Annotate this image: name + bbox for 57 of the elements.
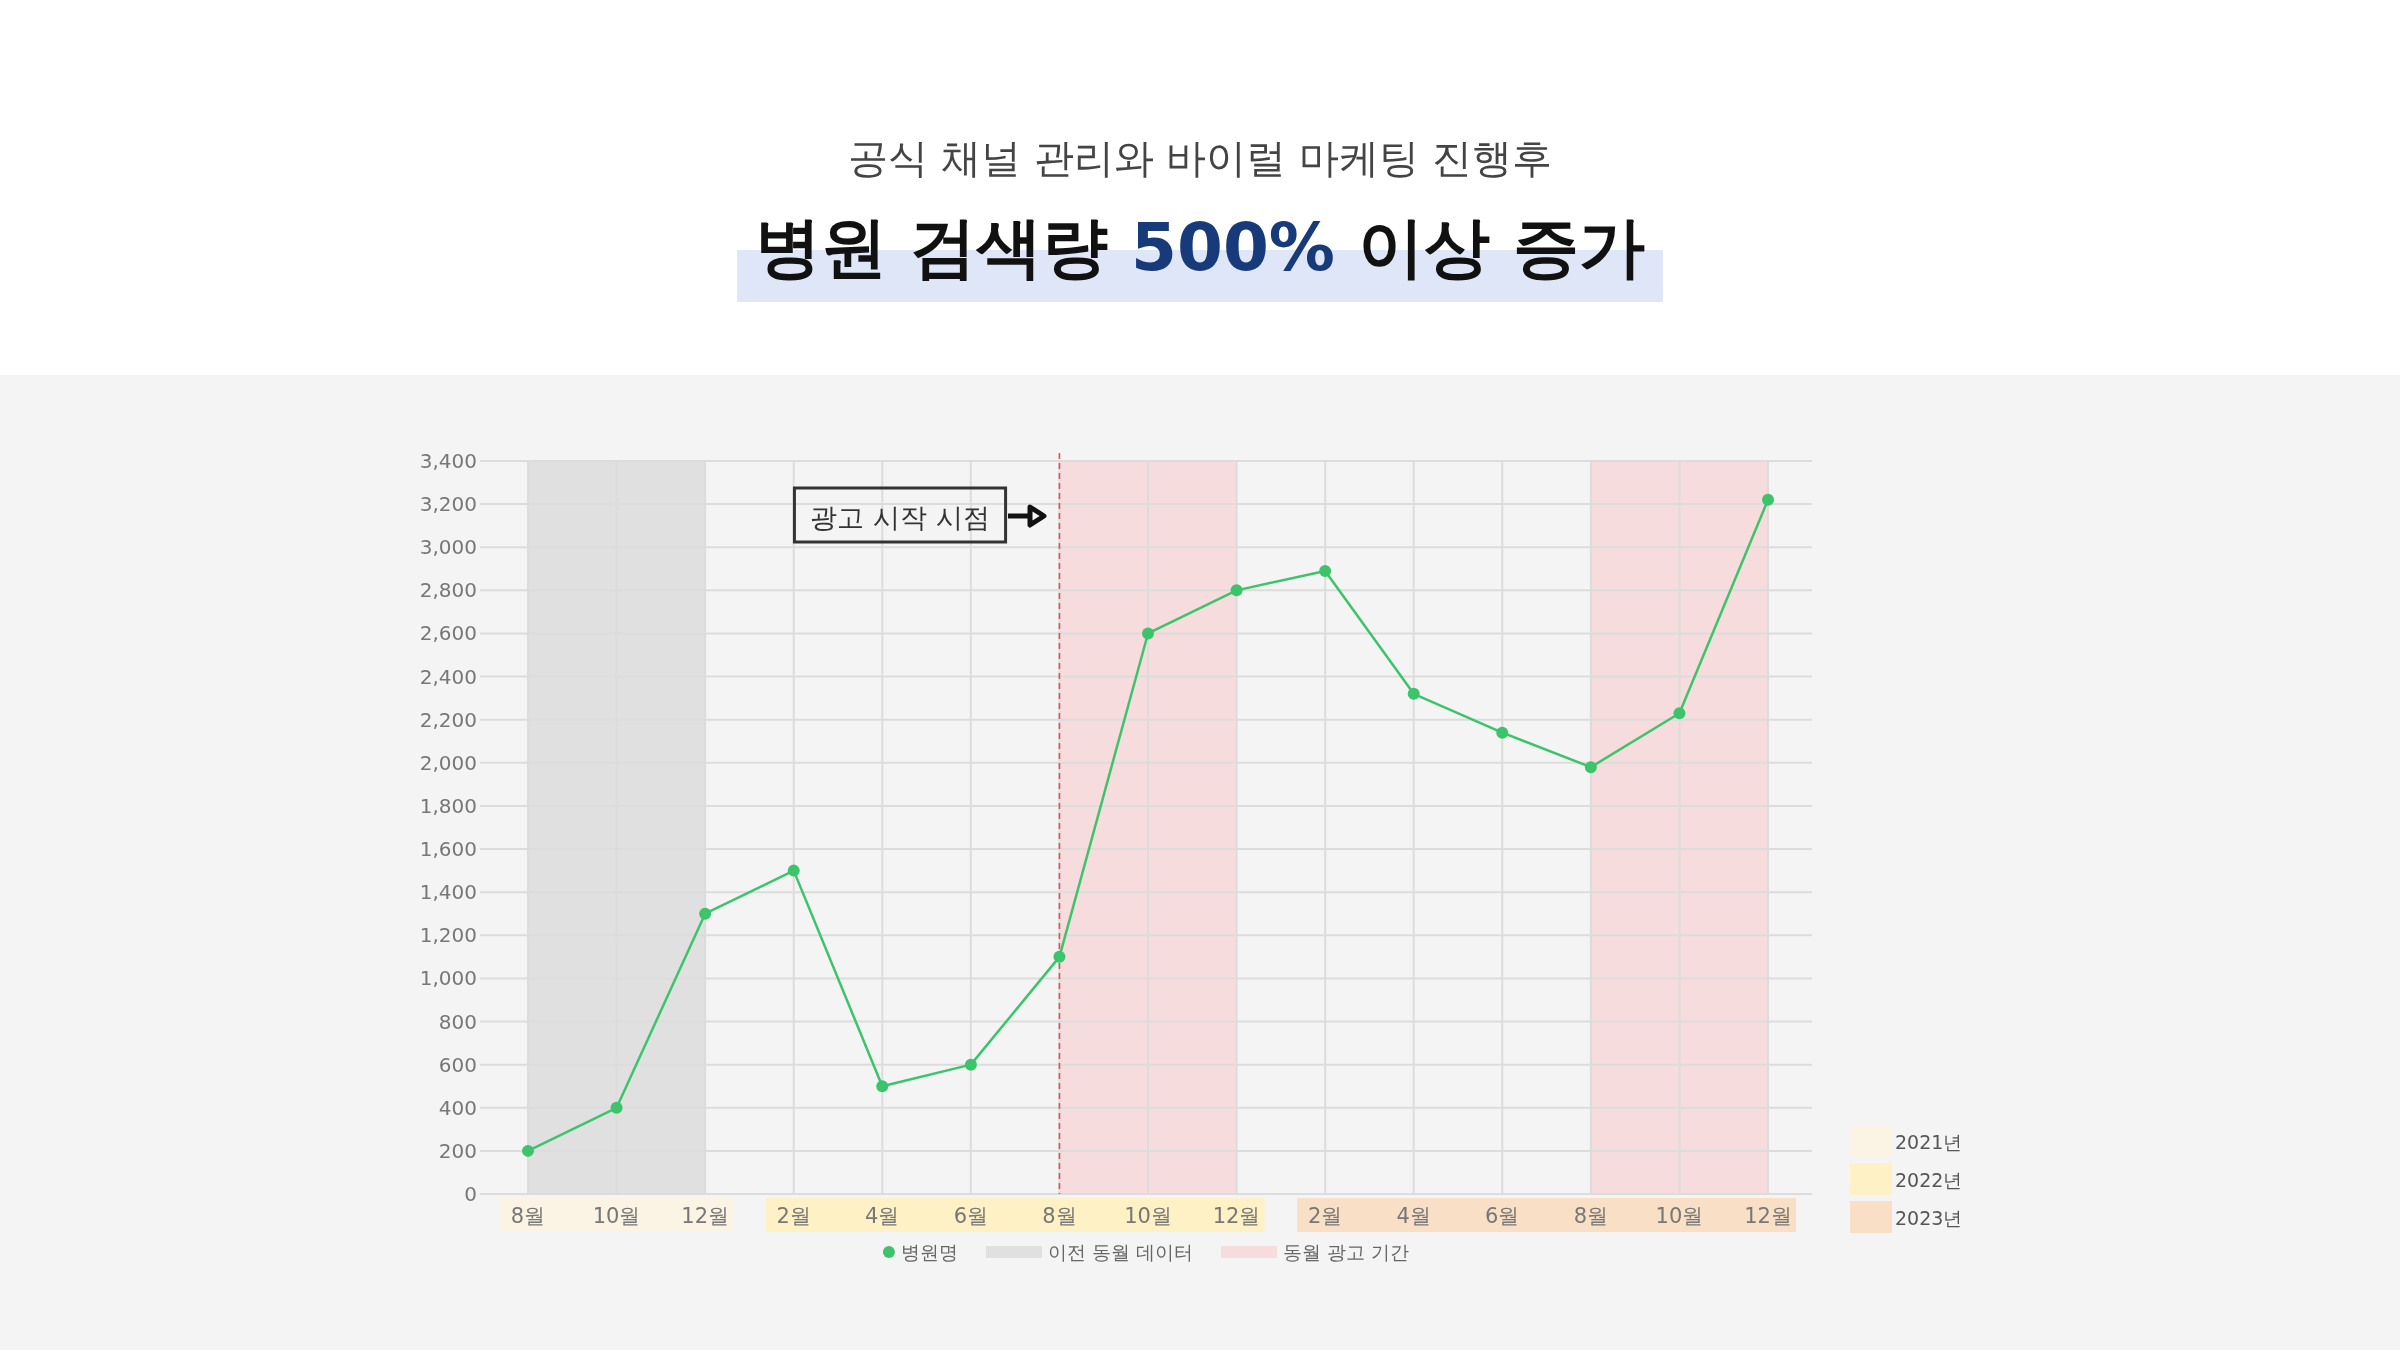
point <box>1407 687 1420 700</box>
y-tick-label: 2,600 <box>419 621 477 646</box>
x-tick-label: 10월 <box>1655 1204 1704 1228</box>
x-tick-label: 6월 <box>1485 1204 1520 1228</box>
x-tick-label: 10월 <box>1124 1204 1172 1228</box>
x-tick-label: 2월 <box>1307 1204 1343 1228</box>
y-tick-label: 3,400 <box>419 449 477 473</box>
y-tick-label: 400 <box>438 1095 477 1120</box>
y-tick-label: 1,800 <box>419 793 477 818</box>
x-tick-label: 2월 <box>776 1204 811 1228</box>
x-tick-label: 8월 <box>1573 1204 1609 1228</box>
x-tick-label: 6월 <box>953 1204 989 1228</box>
y-tick-label: 1,600 <box>419 837 477 862</box>
chart-title: 병원 검색량 500% 이상 증가 <box>755 209 1645 286</box>
x-tick-label: 4월 <box>865 1204 900 1228</box>
point <box>1053 950 1066 963</box>
x-tick-label: 4월 <box>1396 1204 1431 1228</box>
point <box>964 1058 977 1071</box>
x-tick-label: 12월 <box>1744 1204 1792 1228</box>
point <box>1230 584 1243 597</box>
y-tick-label: 3,000 <box>419 535 477 560</box>
text: 2022년 <box>1895 1169 1963 1191</box>
chart-subtitle: 공식 채널 관리와 바이럴 마케팅 진행후 <box>848 135 1552 181</box>
point <box>610 1101 623 1114</box>
text: 2023년 <box>1895 1207 1963 1229</box>
point <box>1142 627 1154 640</box>
point <box>876 1080 889 1093</box>
y-tick-label: 3,200 <box>419 492 477 517</box>
y-tick-label: 2,400 <box>419 664 477 689</box>
point <box>1673 707 1686 720</box>
point <box>522 1144 534 1157</box>
annotation: 광고 시작 시점 <box>810 502 990 533</box>
x-tick-label: 10월 <box>592 1204 641 1228</box>
y-tick-label: 1,000 <box>419 966 477 991</box>
y-tick-label: 0 <box>464 1182 477 1206</box>
y-tick-label: 1,400 <box>419 880 477 905</box>
y-tick-label: 600 <box>438 1052 477 1077</box>
x-tick-label: 12월 <box>681 1204 730 1228</box>
x-tick-label: 12월 <box>1212 1204 1261 1228</box>
legend-label: 이전 동월 데이터 <box>1047 1241 1193 1263</box>
y-tick-label: 200 <box>438 1138 477 1163</box>
y-tick-label: 1,200 <box>419 923 477 948</box>
text: 동월 광고 기간 <box>1283 1241 1410 1263</box>
point <box>787 864 800 877</box>
point <box>1496 726 1509 739</box>
y-tick-label: 2,000 <box>419 750 477 775</box>
point <box>699 907 712 920</box>
point <box>1762 493 1774 506</box>
y-tick-label: 800 <box>438 1009 477 1034</box>
point <box>1319 564 1332 577</box>
y-tick-label: 2,200 <box>419 707 477 732</box>
x-tick-label: 8월 <box>1042 1204 1077 1228</box>
point <box>1584 761 1597 774</box>
legend-label: 병원명 <box>900 1241 958 1263</box>
x-tick-label: 8월 <box>510 1204 546 1228</box>
y-tick-label: 2,800 <box>419 578 477 603</box>
text: 2021년 <box>1895 1131 1963 1153</box>
